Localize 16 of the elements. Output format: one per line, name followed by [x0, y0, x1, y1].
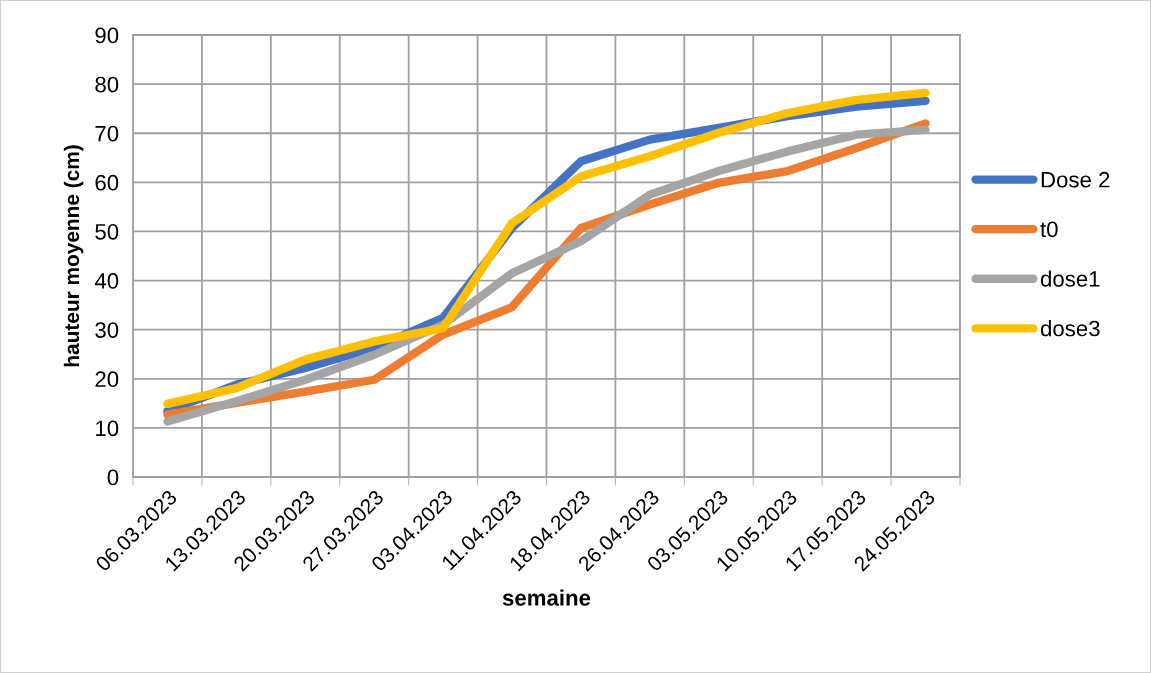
x-axis-title: semaine	[502, 589, 591, 606]
y-tick-label: 70	[95, 125, 119, 142]
y-tick-label: 60	[95, 174, 119, 191]
y-tick-label: 90	[95, 27, 119, 44]
y-tick-label: 10	[96, 420, 119, 437]
legend-label: dose1	[1040, 270, 1100, 287]
y-tick-label: 30	[95, 322, 119, 338]
y-tick-label: 20	[95, 371, 119, 388]
legend-label: t0	[1040, 221, 1058, 238]
y-tick-label: 40	[94, 273, 119, 289]
legend-label: Dose 2	[1041, 171, 1110, 188]
y-tick-label: 0	[107, 469, 119, 486]
y-tick-label: 50	[95, 223, 119, 240]
y-tick-label: 80	[95, 76, 119, 93]
legend-label: dose3	[1040, 320, 1100, 337]
y-axis-title: hauteur moyenne (cm)	[63, 145, 84, 367]
